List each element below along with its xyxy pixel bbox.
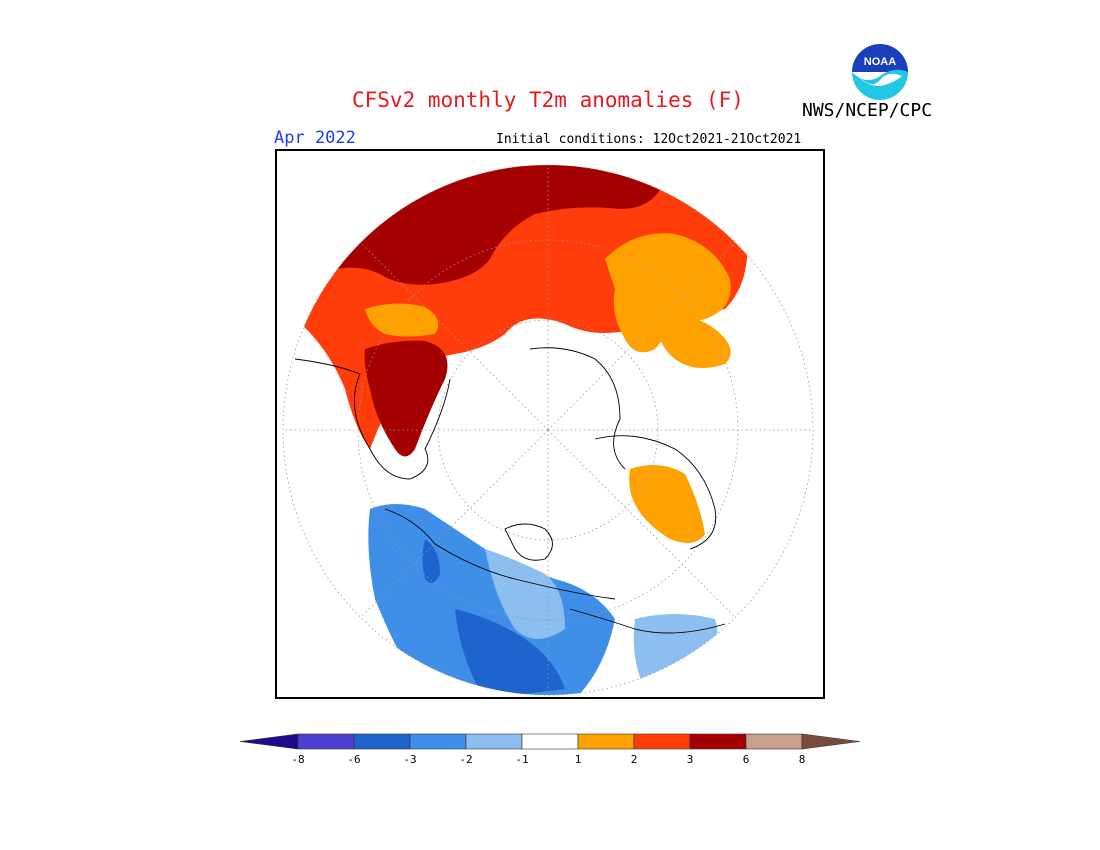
valid-month-label: Apr 2022 bbox=[274, 128, 356, 148]
legend-arrow-high bbox=[801, 733, 861, 750]
legend-swatch bbox=[465, 733, 523, 750]
legend-swatch bbox=[409, 733, 467, 750]
legend-tick-label: 3 bbox=[687, 753, 694, 766]
legend-tick-label: -8 bbox=[291, 753, 304, 766]
legend-swatch bbox=[689, 733, 747, 750]
legend-tick-label: -1 bbox=[515, 753, 528, 766]
graticule bbox=[283, 165, 813, 695]
anomaly-region-central-asia-cool bbox=[455, 609, 565, 695]
legend-tick-label: 1 bbox=[575, 753, 582, 766]
anomaly-region-alaska-warm bbox=[365, 303, 439, 337]
legend-tick-label: -3 bbox=[403, 753, 416, 766]
coastlines bbox=[294, 347, 726, 634]
anomaly-region-greenland-warm bbox=[364, 340, 448, 457]
map-title: CFSv2 monthly T2m anomalies (F) bbox=[352, 88, 744, 112]
anomaly-region-north-africa-warm bbox=[629, 465, 705, 543]
noaa-logo-text: NOAA bbox=[864, 56, 896, 68]
anomaly-map bbox=[275, 149, 825, 699]
legend-tick-label: -6 bbox=[347, 753, 360, 766]
noaa-logo: NOAA bbox=[849, 41, 911, 103]
anomaly-region-russia-light-cool bbox=[485, 549, 565, 639]
initial-conditions-label: Initial conditions: 12Oct2021-21Oct2021 bbox=[496, 132, 802, 147]
agency-label: NWS/NCEP/CPC bbox=[802, 100, 933, 121]
legend-swatch bbox=[577, 733, 635, 750]
legend-swatch bbox=[521, 733, 579, 750]
legend-swatch bbox=[633, 733, 691, 750]
legend-swatch bbox=[745, 733, 803, 750]
anomaly-region-east-siberia-cool bbox=[422, 539, 440, 583]
legend-swatch bbox=[297, 733, 355, 750]
legend-tick-label: -2 bbox=[459, 753, 472, 766]
legend-tick-label: 6 bbox=[743, 753, 750, 766]
legend-arrow-low bbox=[239, 733, 299, 750]
color-legend: -8 -6 -3 -2 -1 1 2 3 6 8 bbox=[239, 733, 861, 766]
legend-tick-label: 2 bbox=[631, 753, 638, 766]
legend-tick-label: 8 bbox=[799, 753, 806, 766]
anomaly-region-eastern-canada-warm bbox=[605, 233, 731, 353]
legend-swatch bbox=[353, 733, 411, 750]
anomaly-region-quebec-warm bbox=[655, 309, 731, 368]
